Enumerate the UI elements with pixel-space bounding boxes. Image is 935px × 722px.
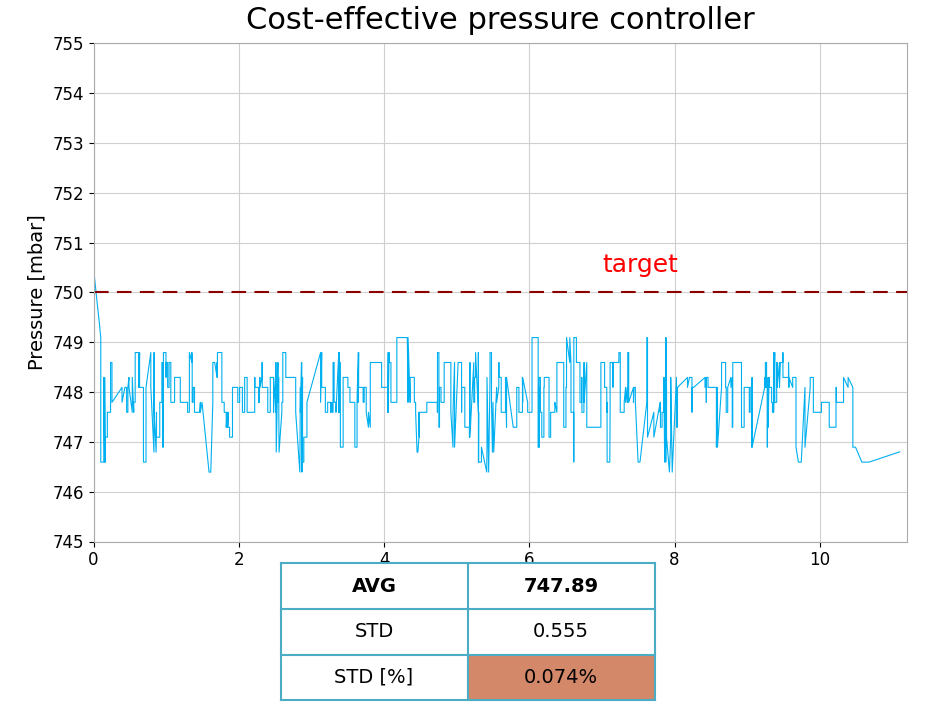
- Text: 0.074%: 0.074%: [524, 668, 598, 687]
- Text: target: target: [602, 253, 678, 277]
- Y-axis label: Pressure [mbar]: Pressure [mbar]: [28, 214, 47, 370]
- X-axis label: Time [h]: Time [h]: [460, 575, 540, 593]
- Text: AVG: AVG: [352, 577, 396, 596]
- Text: 0.555: 0.555: [533, 622, 589, 641]
- Title: Cost-effective pressure controller: Cost-effective pressure controller: [246, 6, 755, 35]
- Text: STD [%]: STD [%]: [335, 668, 413, 687]
- Text: 747.89: 747.89: [524, 577, 598, 596]
- Text: STD: STD: [354, 622, 394, 641]
